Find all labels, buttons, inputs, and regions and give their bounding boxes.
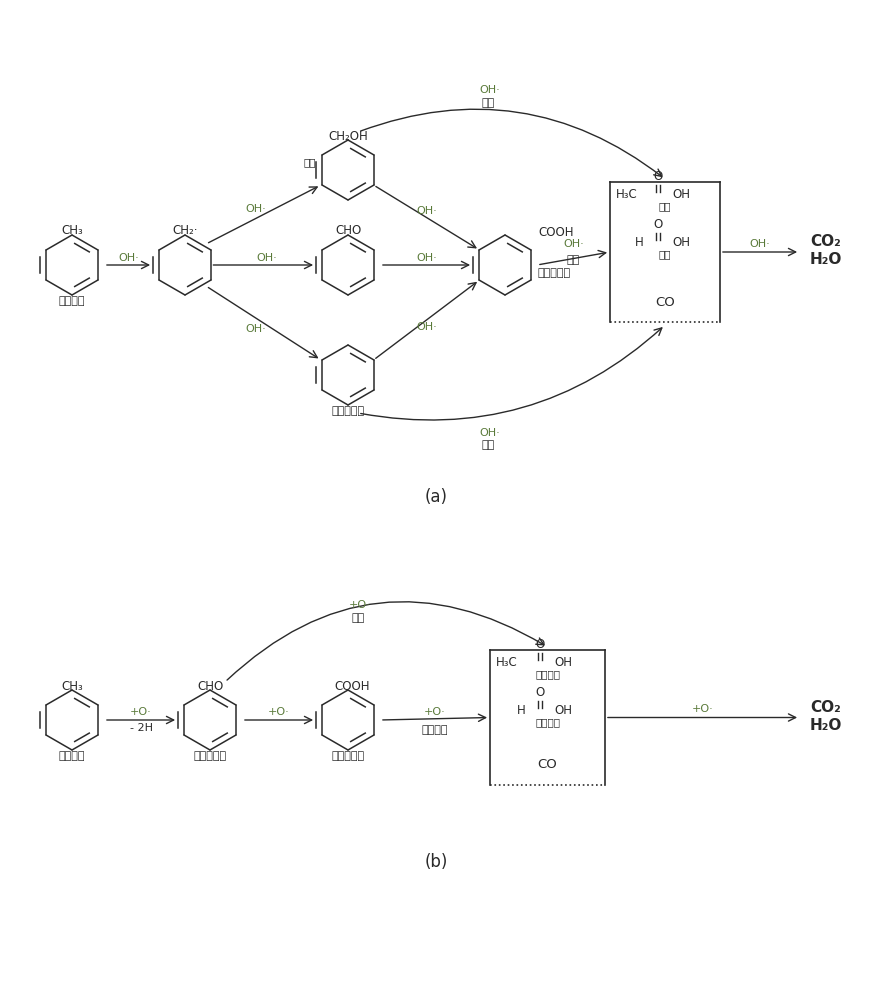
Text: O: O (535, 638, 545, 651)
Text: CH₃: CH₃ (61, 680, 83, 692)
Text: CH₃: CH₃ (61, 225, 83, 237)
Text: （苯甲酸）: （苯甲酸） (538, 268, 571, 278)
Text: （乙酸）: （乙酸） (535, 669, 560, 679)
Text: O: O (535, 686, 545, 699)
Text: H₂O: H₂O (810, 252, 842, 267)
Text: O: O (653, 170, 663, 183)
Text: +O·: +O· (424, 707, 446, 717)
Text: OH·: OH· (563, 239, 584, 249)
Text: H: H (517, 704, 526, 716)
Text: +O·: +O· (268, 707, 290, 717)
Text: CO: CO (538, 758, 557, 772)
Text: 开环: 开环 (481, 98, 494, 108)
Text: OH·: OH· (416, 322, 437, 332)
Text: OH·: OH· (480, 428, 501, 438)
Text: - 2H: - 2H (130, 723, 153, 733)
Text: OH·: OH· (245, 204, 266, 214)
Text: H₂O: H₂O (810, 718, 842, 733)
Text: CO: CO (655, 296, 675, 308)
Text: CH₂·: CH₂· (173, 225, 198, 237)
Text: H₃C: H₃C (617, 188, 638, 200)
Text: OH: OH (672, 188, 690, 200)
Text: OH·: OH· (118, 253, 139, 263)
Text: 开环: 开环 (567, 255, 580, 265)
Text: +O·: +O· (130, 707, 152, 717)
Text: 乙酸: 乙酸 (658, 201, 671, 211)
Text: OH: OH (554, 704, 572, 716)
Text: 开环: 开环 (351, 613, 364, 623)
Text: （甲苯）: （甲苯） (58, 751, 85, 761)
Text: +O·: +O· (691, 704, 713, 714)
Text: COOH: COOH (538, 227, 574, 239)
Text: （苯甲醇）: （苯甲醇） (194, 751, 227, 761)
Text: OH·: OH· (256, 253, 277, 263)
Text: COOH: COOH (334, 680, 370, 692)
Text: 苯醇: 苯醇 (303, 157, 316, 167)
Text: 开环: 开环 (481, 440, 494, 450)
Text: CO₂: CO₂ (810, 234, 841, 249)
Text: (a): (a) (425, 488, 447, 506)
Text: （甲酸）: （甲酸） (535, 717, 560, 727)
Text: CO₂: CO₂ (810, 700, 841, 715)
Text: OH: OH (554, 656, 572, 668)
Text: H: H (635, 235, 644, 248)
Text: 甲酸: 甲酸 (658, 249, 671, 259)
Text: （开环）: （开环） (422, 725, 448, 735)
Text: OH·: OH· (416, 206, 437, 216)
Text: （苯甲酸）: （苯甲酸） (331, 751, 364, 761)
Text: OH·: OH· (416, 253, 437, 263)
Text: CHO: CHO (197, 680, 223, 692)
Text: OH: OH (672, 235, 690, 248)
Text: CHO: CHO (335, 225, 361, 237)
Text: +O·: +O· (349, 600, 371, 610)
Text: （苯甲醇）: （苯甲醇） (331, 406, 364, 416)
Text: （甲苯）: （甲苯） (58, 296, 85, 306)
Text: (b): (b) (425, 853, 447, 871)
Text: OH·: OH· (480, 85, 501, 95)
Text: O: O (653, 218, 663, 231)
Text: CH₂OH: CH₂OH (328, 129, 368, 142)
Text: OH·: OH· (750, 239, 770, 249)
Text: OH·: OH· (245, 324, 266, 334)
Text: H₃C: H₃C (496, 656, 518, 668)
